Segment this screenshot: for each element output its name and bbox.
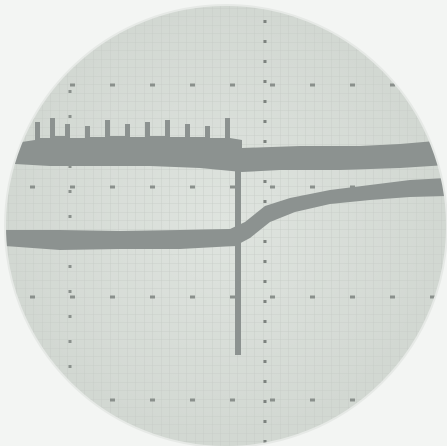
- step-edge: [235, 165, 241, 355]
- page: (() => { const data = JSON.parse(documen…: [0, 0, 447, 446]
- scope-photo: [0, 0, 447, 446]
